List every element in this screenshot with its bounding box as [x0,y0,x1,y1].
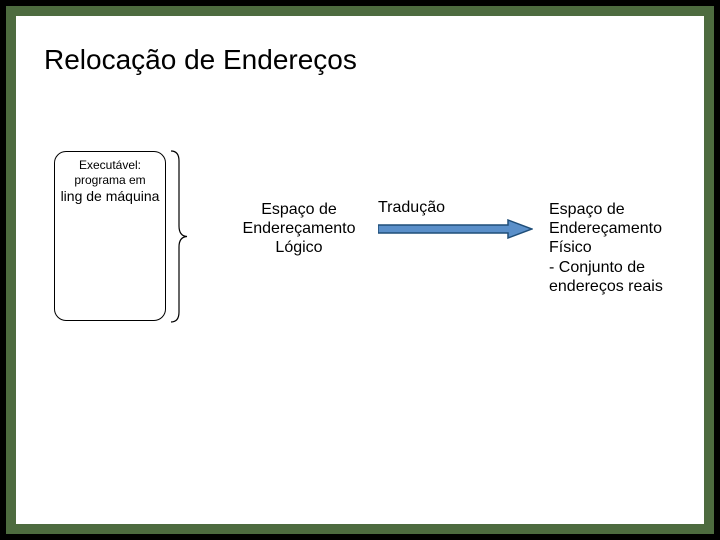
logical-line1: Espaço de [224,200,374,219]
physical-line4: - Conjunto de [549,258,709,277]
outer-frame: Relocação de Endereços Executável: progr… [0,0,720,540]
logical-line3: Lógico [224,238,374,257]
physical-line2: Endereçamento [549,219,709,238]
logical-address-label: Espaço de Endereçamento Lógico [224,200,374,258]
physical-line1: Espaço de [549,200,709,219]
physical-line5: endereços reais [549,277,709,296]
physical-line3: Físico [549,238,709,257]
curly-brace-icon [169,149,189,324]
translation-label: Tradução [378,199,445,217]
logical-line2: Endereçamento [224,219,374,238]
executable-box: Executável: programa em ling de máquina [54,151,166,321]
exec-box-subtitle: Executável: programa em [59,158,161,188]
physical-address-label: Espaço de Endereçamento Físico - Conjunt… [549,200,709,296]
exec-box-main: ling de máquina [59,188,161,206]
slide-title: Relocação de Endereços [44,44,357,76]
translation-arrow-icon [378,219,533,239]
slide-canvas: Relocação de Endereços Executável: progr… [6,6,714,534]
